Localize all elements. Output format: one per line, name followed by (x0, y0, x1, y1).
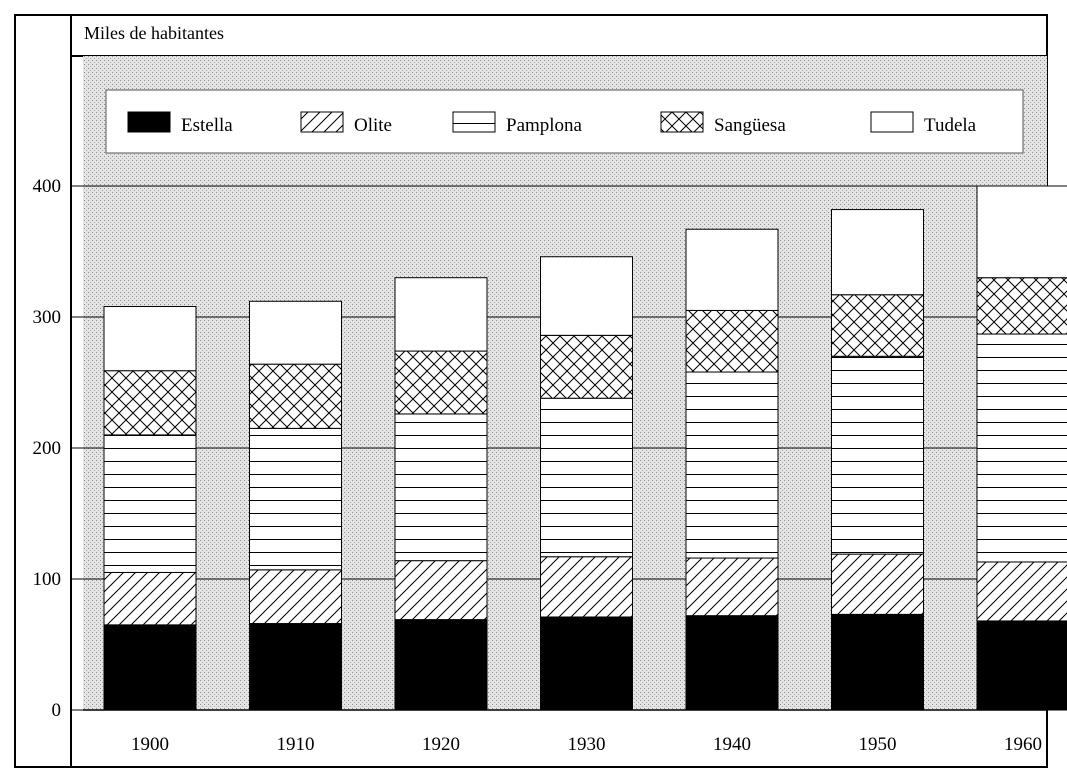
y-tick-label: 200 (33, 438, 62, 459)
bars (103, 185, 1067, 711)
bar-segment-tudela (685, 228, 779, 311)
bar-segment-tudela (540, 256, 633, 336)
y-axis-label: Miles de habitantes (84, 23, 224, 43)
bar-segment-olite (103, 571, 197, 626)
y-tick-label: 400 (33, 176, 62, 197)
bar-segment-olite (976, 561, 1067, 622)
legend-label-olite: Olite (354, 115, 392, 136)
legend-swatch-olite (300, 111, 344, 133)
bar-segment-olite (685, 557, 779, 617)
legend-label-pamplona: Pamplona (506, 115, 583, 136)
legend-box (105, 89, 1024, 154)
legend-label-tudela: Tudela (924, 115, 977, 136)
bar-segment-sangüesa (976, 277, 1067, 335)
bar-segment-sangüesa (394, 350, 488, 415)
bar-segment-olite (540, 556, 633, 618)
bar-segment-sangüesa (685, 309, 779, 373)
bar-segment-tudela (976, 185, 1067, 279)
bar-segment-olite (249, 569, 342, 625)
bar-segment-tudela (394, 277, 488, 352)
legend-swatch-estella (127, 111, 171, 133)
bar-segment-sangüesa (831, 294, 924, 357)
bar-segment-pamplona (394, 413, 488, 562)
bar-segment-tudela (249, 300, 342, 365)
bar-segment-pamplona (685, 371, 779, 559)
bar-segment-pamplona (249, 427, 342, 571)
y-tick-label: 0 (52, 700, 62, 721)
legend-swatch-tudela (870, 111, 914, 133)
bar-segment-estella (103, 624, 197, 711)
bar-segment-pamplona (831, 355, 924, 555)
legend-label-sangüesa: Sangüesa (714, 115, 786, 136)
y-tick-label: 300 (33, 307, 62, 328)
bar-segment-pamplona (103, 434, 197, 573)
bar-segment-pamplona (540, 397, 633, 558)
bar-segment-sangüesa (249, 363, 342, 429)
x-tick-label: 1910 (277, 734, 315, 755)
bar-segment-estella (685, 615, 779, 711)
legend-swatch-sangüesa (660, 111, 704, 133)
bar-segment-estella (831, 613, 924, 711)
x-tick-label: 1960 (1004, 734, 1042, 755)
bar-segment-tudela (831, 209, 924, 296)
x-tick-label: 1920 (422, 734, 460, 755)
x-tick-labels: 1900 1910 1920 1930 1940 1950 1960 (83, 709, 1047, 755)
bar-segment-estella (394, 619, 488, 711)
bar-segment-pamplona (976, 333, 1067, 563)
x-tick-label: 1950 (859, 734, 897, 755)
ylabel-box (70, 14, 1048, 57)
x-tick-label: 1930 (568, 734, 606, 755)
x-tick-label: 1940 (713, 734, 751, 755)
bar-segment-estella (249, 623, 342, 711)
y-tick-labels: 0 100 200 300 400 (33, 176, 83, 721)
y-tick-label: 100 (33, 569, 62, 590)
x-tick-label: 1900 (131, 734, 169, 755)
bar-segment-sangüesa (103, 370, 197, 436)
legend: Estella Olite Pamplona Sangüesa Tudela (105, 89, 1024, 154)
bar-segment-estella (976, 620, 1067, 711)
bar-segment-tudela (103, 306, 197, 372)
legend-swatch-pamplona (452, 111, 496, 133)
bar-segment-estella (540, 616, 633, 711)
bar-segment-olite (831, 553, 924, 615)
bar-segment-sangüesa (540, 334, 633, 399)
legend-label-estella: Estella (181, 115, 233, 136)
bar-segment-olite (394, 560, 488, 621)
